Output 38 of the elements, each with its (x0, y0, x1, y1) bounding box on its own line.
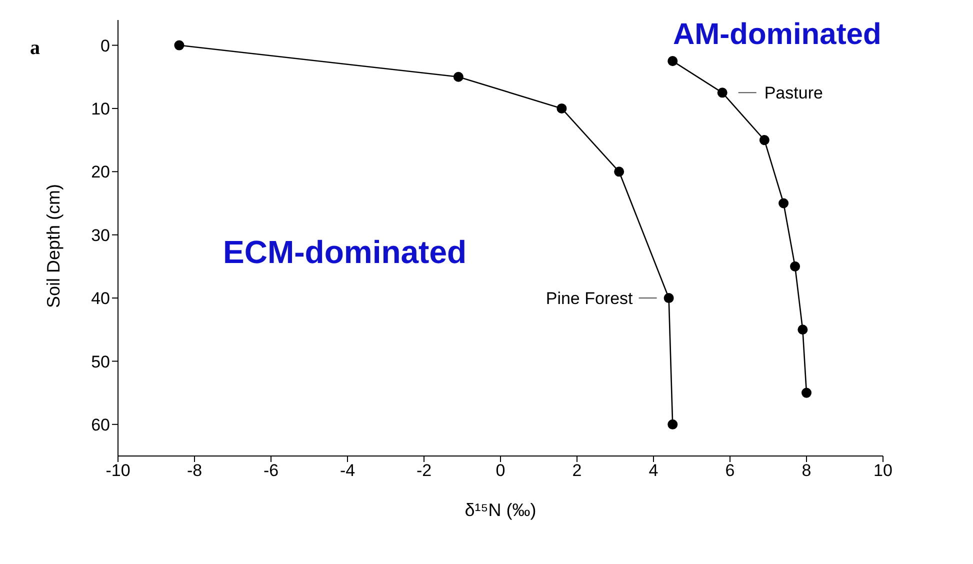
x-tick-label: 2 (572, 461, 582, 480)
annotation: Pasture (764, 84, 823, 103)
point (664, 293, 674, 304)
x-tick-label: 10 (874, 461, 892, 480)
x-tick-label: 0 (496, 461, 506, 480)
point (790, 261, 800, 272)
point (174, 40, 184, 50)
x-tick-label: 6 (725, 461, 735, 480)
x-tick-label: 8 (802, 461, 812, 480)
y-axis-title: Soil Depth (cm) (43, 184, 64, 308)
y-tick-label: 0 (100, 36, 110, 56)
y-tick-label: 60 (91, 415, 110, 434)
point (453, 72, 464, 82)
y-tick-label: 10 (91, 100, 110, 118)
x-tick-label: -4 (340, 461, 356, 480)
annotation: AM-dominated (673, 18, 882, 51)
point (717, 88, 728, 98)
annotation: Pine Forest (546, 289, 634, 308)
x-axis-title: δ¹⁵N (‰) (464, 500, 536, 520)
y-tick-label: 30 (91, 226, 110, 245)
x-tick-label: 4 (648, 461, 658, 480)
x-tick-label: -2 (416, 461, 432, 480)
y-tick-label: 50 (91, 352, 110, 372)
point (614, 166, 624, 177)
point (556, 103, 567, 114)
point (668, 56, 678, 66)
point (801, 388, 812, 398)
x-tick-label: -6 (263, 461, 279, 480)
point (778, 198, 789, 208)
point (668, 419, 678, 430)
x-tick-label: -8 (186, 461, 202, 480)
point (759, 135, 770, 146)
y-tick-label: 40 (91, 289, 110, 308)
text: a (30, 37, 40, 59)
point (798, 324, 808, 335)
y-tick-label: 20 (91, 162, 110, 182)
annotation: ECM-dominated (223, 234, 467, 270)
x-tick-label: -10 (106, 461, 130, 480)
